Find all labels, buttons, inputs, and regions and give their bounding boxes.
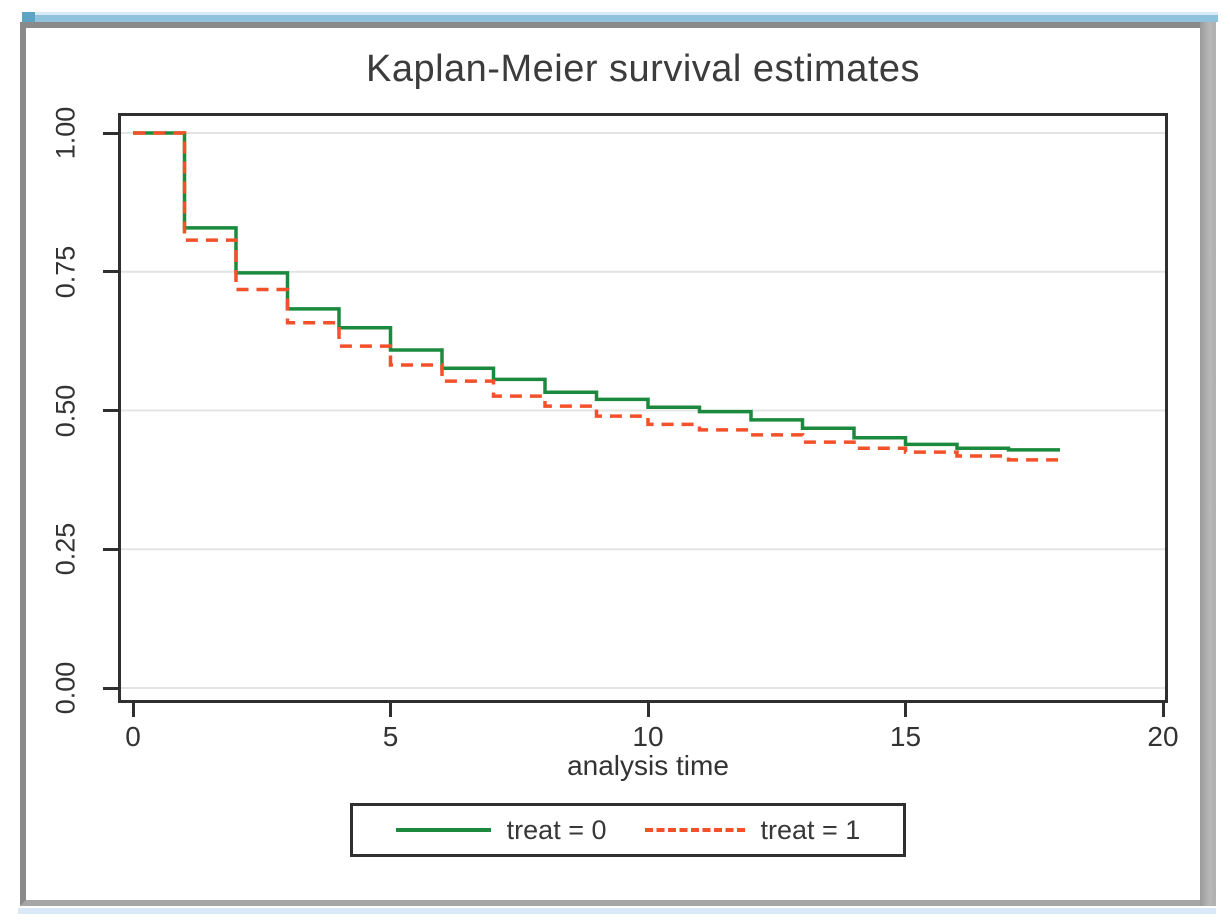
km-curve-treat0 <box>133 131 1060 452</box>
window-right-edge[interactable] <box>1200 22 1216 906</box>
x-tick <box>131 703 135 717</box>
x-tick <box>904 703 907 717</box>
window-top-edge <box>22 12 1218 22</box>
y-tick-label: 1.00 <box>50 106 81 160</box>
x-tick-label: 15 <box>889 721 922 752</box>
legend-item: treat = 1 <box>644 814 861 846</box>
graph-frame <box>20 22 1200 906</box>
y-tick <box>103 547 119 551</box>
x-tick <box>1161 703 1165 717</box>
x-tick-label: 5 <box>382 721 399 752</box>
y-tick-label: 0.00 <box>50 661 81 715</box>
chart-title: Kaplan-Meier survival estimates <box>365 48 921 90</box>
x-tick-label: 10 <box>632 721 664 752</box>
legend-label: treat = 1 <box>760 814 861 845</box>
x-tick-label: 0 <box>125 721 141 752</box>
y-tick-label: 0.50 <box>50 384 81 437</box>
y-tick <box>103 686 119 690</box>
x-tick <box>646 703 650 717</box>
y-tick-label: 0.25 <box>50 522 81 576</box>
km-plot-area <box>118 113 1168 703</box>
y-tick-label: 0.75 <box>50 245 81 299</box>
y-tick <box>103 131 119 135</box>
window-top-edge-accent <box>22 12 35 22</box>
y-tick <box>103 270 119 274</box>
legend-box: treat = 0 treat = 1 <box>350 803 906 857</box>
legend-item: treat = 0 <box>395 814 607 846</box>
plot-border <box>118 113 1168 703</box>
legend-key-dashed-line <box>644 828 745 832</box>
y-tick <box>103 409 119 412</box>
legend-key-solid-line <box>395 828 491 832</box>
window-bottom-edge <box>18 908 1216 914</box>
x-axis-title: analysis time <box>567 750 729 781</box>
km-curve-treat1 <box>133 131 1060 462</box>
legend-label: treat = 0 <box>506 814 607 845</box>
x-tick <box>389 703 392 717</box>
x-tick-label: 20 <box>1147 721 1179 752</box>
